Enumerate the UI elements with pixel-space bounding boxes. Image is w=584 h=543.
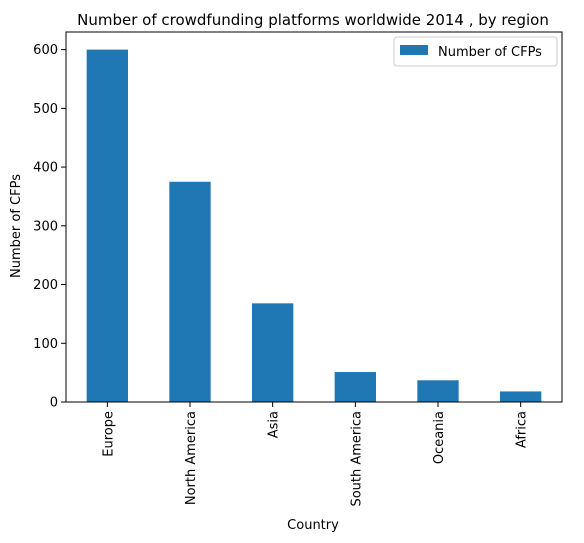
x-tick-label: North America: [184, 411, 199, 505]
plot-frame: [65, 31, 563, 403]
x-tick-label: Asia: [267, 411, 282, 438]
x-tick-label: Europe: [101, 411, 116, 457]
y-axis-label: Number of CFPs: [9, 174, 24, 278]
bar-north-america: [169, 181, 211, 402]
legend-box: [393, 36, 558, 67]
y-tick-label: 300: [33, 219, 58, 234]
x-tick-label: Oceania: [432, 411, 447, 464]
legend: Number of CFPs: [393, 36, 558, 67]
bar-oceania: [417, 380, 459, 402]
x-tick-label: South America: [349, 411, 364, 507]
chart-title: Number of crowdfunding platforms worldwi…: [77, 11, 549, 29]
x-tick-label: Africa: [515, 411, 530, 448]
legend-swatch: [400, 45, 428, 55]
legend-label: Number of CFPs: [438, 45, 542, 60]
y-tick-label: 0: [50, 396, 58, 411]
bar-asia: [252, 303, 294, 402]
y-tick-label: 400: [33, 161, 58, 176]
y-tick-label: 500: [33, 102, 58, 117]
y-tick-label: 600: [33, 43, 58, 58]
x-axis-label: Country: [287, 518, 339, 533]
y-tick-label: 100: [33, 337, 58, 352]
bar-south-america: [334, 372, 376, 402]
y-tick-label: 200: [33, 278, 58, 293]
bar-africa: [500, 391, 542, 402]
bar-europe: [86, 49, 128, 402]
